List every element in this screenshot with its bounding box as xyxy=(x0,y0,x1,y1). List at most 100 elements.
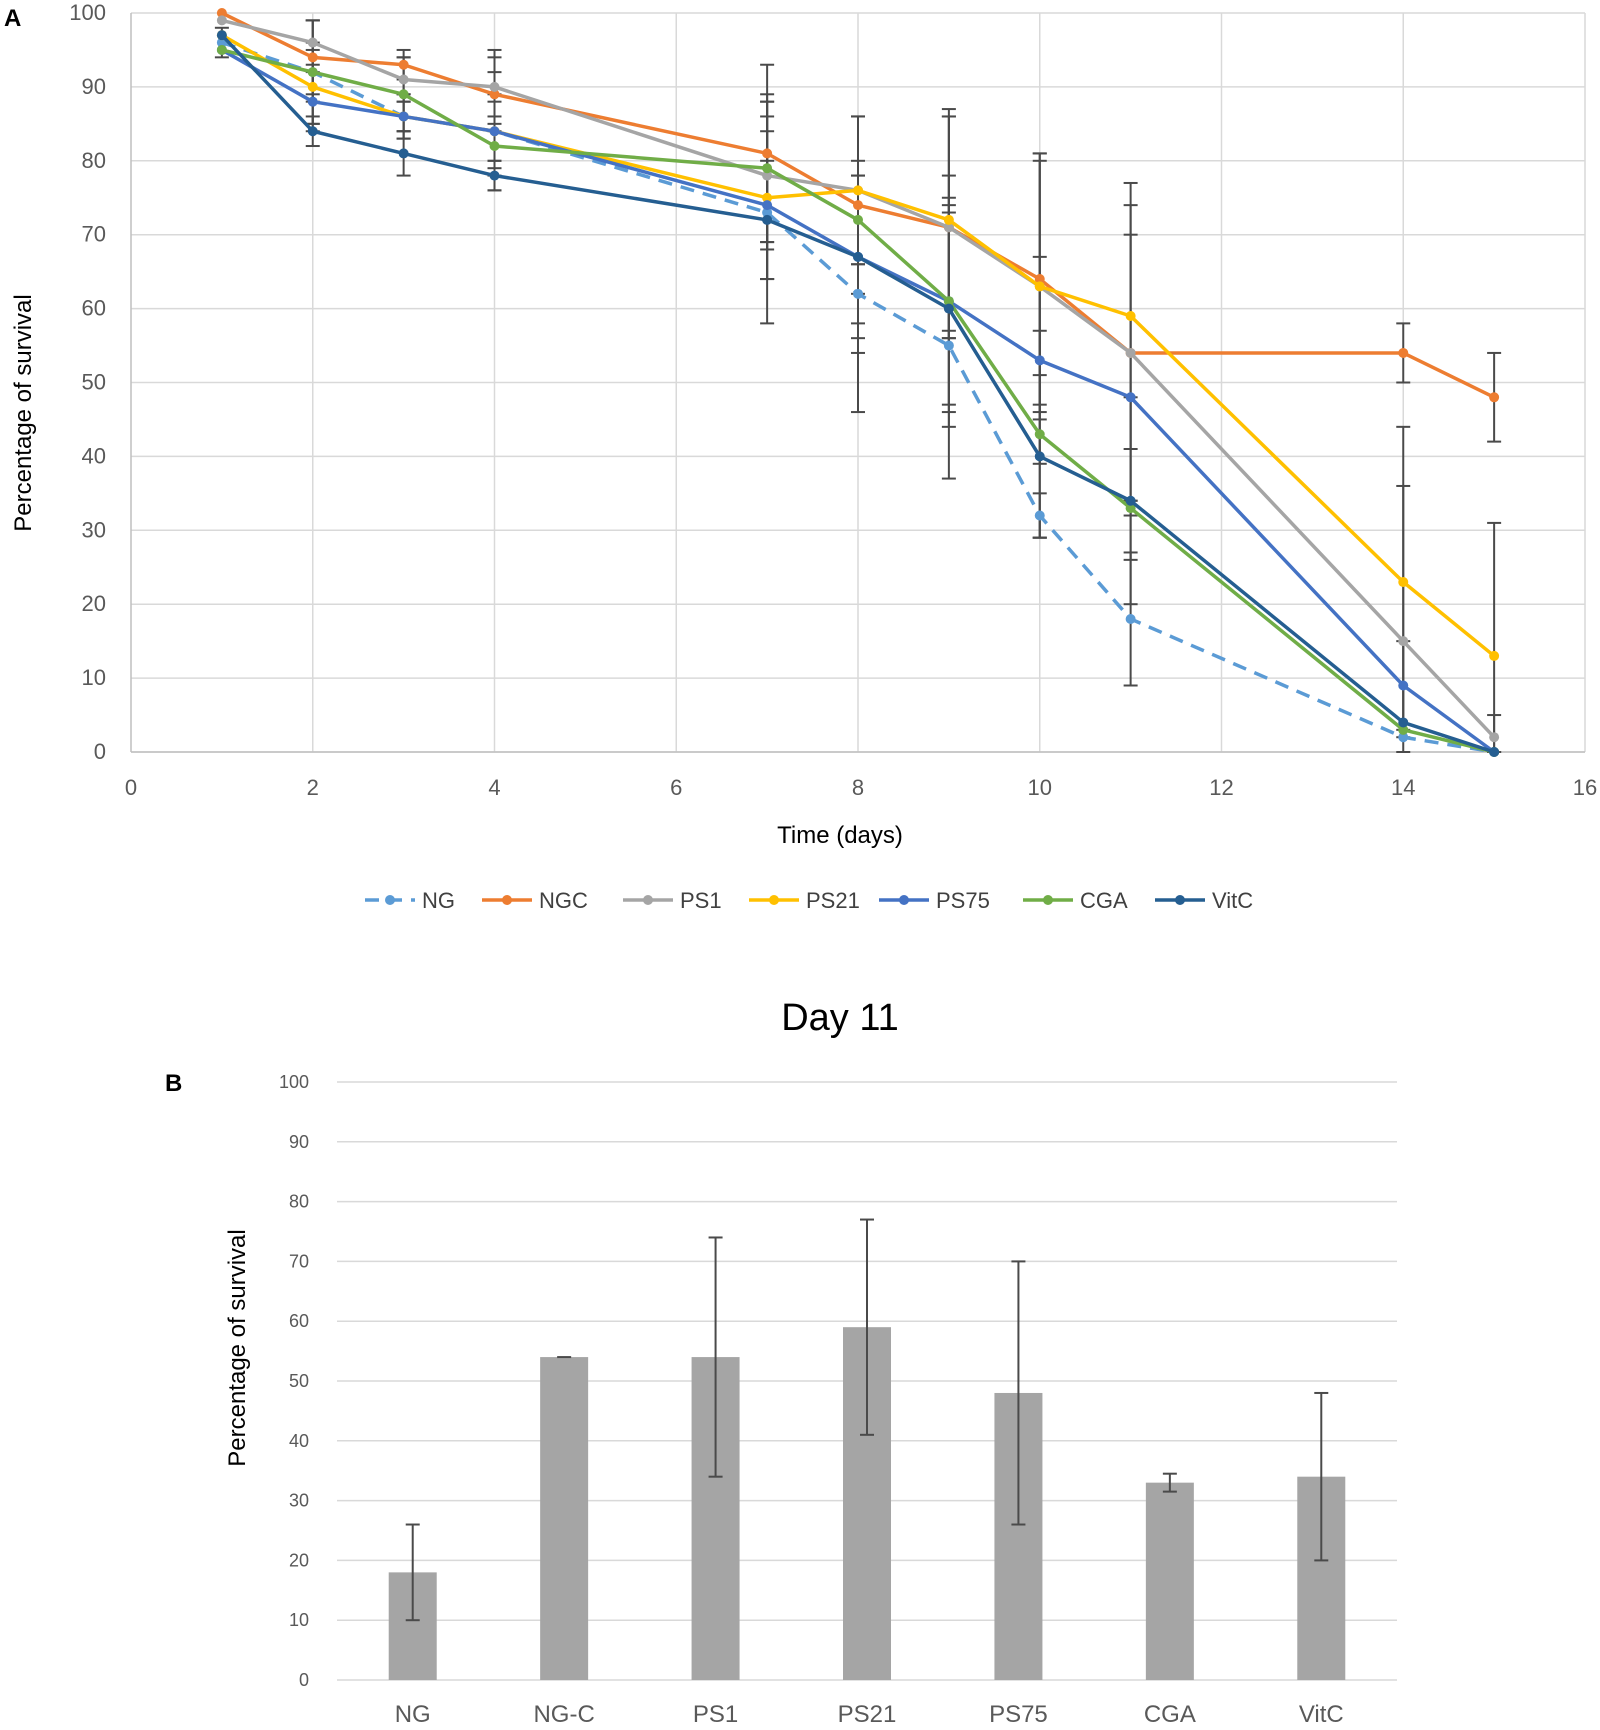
error-bar xyxy=(860,1218,874,1436)
y-tick-label: 40 xyxy=(82,443,106,468)
data-point xyxy=(943,303,954,314)
y-tick-label: 0 xyxy=(94,739,106,764)
error-bar xyxy=(1487,521,1502,753)
x-tick-label: 8 xyxy=(852,775,864,800)
data-point xyxy=(398,111,409,122)
x-tick-label: 6 xyxy=(670,775,682,800)
x-tick-label: PS21 xyxy=(838,1701,897,1728)
y-tick-label: 40 xyxy=(289,1431,309,1451)
y-tick-label: 20 xyxy=(82,591,106,616)
bar-chart-panel-b: B Day 11 0 10 20 30 40 50 60 70 80 90 100 NG NG-C PS… xyxy=(165,997,1397,1728)
x-tick-label: NG xyxy=(395,1701,431,1728)
data-point xyxy=(307,96,318,107)
line-chart-legend: NG NGC PS1 PS21 PS75 CGA VitC xyxy=(365,888,1253,913)
data-point xyxy=(762,170,773,181)
data-point xyxy=(1125,347,1136,358)
data-point xyxy=(1125,310,1136,321)
data-point xyxy=(489,89,500,100)
data-point xyxy=(398,59,409,70)
y-tick-label: 20 xyxy=(289,1550,309,1570)
y-tick-label: 60 xyxy=(289,1311,309,1331)
data-point xyxy=(1034,274,1045,285)
legend-item-ps21: PS21 xyxy=(749,888,860,913)
data-point xyxy=(1398,680,1409,691)
line-chart-panel-a: A 0 10 20 30 40 50 60 70 80 90 100 0 2 4 6 8 10 12 14 16 P… xyxy=(4,0,1597,913)
legend-label: VitC xyxy=(1212,888,1253,913)
x-tick-label: 4 xyxy=(488,775,500,800)
legend-marker xyxy=(502,895,512,905)
data-point xyxy=(216,15,227,26)
line-chart-y-axis-title: Percentage of survival xyxy=(10,294,37,531)
bar-chart-error-bars xyxy=(405,1218,1329,1622)
data-point xyxy=(1489,392,1500,403)
data-point xyxy=(307,67,318,78)
legend-item-ngc: NGC xyxy=(482,888,588,913)
data-point xyxy=(398,74,409,85)
data-point xyxy=(1034,429,1045,440)
data-point xyxy=(1398,636,1409,647)
data-point xyxy=(762,214,773,225)
data-point xyxy=(762,163,773,174)
data-point xyxy=(853,214,863,225)
error-bar xyxy=(1314,1391,1329,1562)
data-point xyxy=(398,148,409,159)
x-tick-label: 10 xyxy=(1028,775,1052,800)
data-point xyxy=(943,222,954,233)
y-tick-label: 80 xyxy=(289,1192,309,1212)
data-point xyxy=(1398,577,1409,588)
data-point xyxy=(853,200,863,211)
y-tick-label: 70 xyxy=(289,1251,309,1271)
data-point xyxy=(489,81,500,92)
data-point xyxy=(307,81,318,92)
y-tick-label: 30 xyxy=(82,517,106,542)
y-tick-label: 90 xyxy=(82,74,106,99)
legend-label: NG xyxy=(422,888,455,913)
y-tick-label: 70 xyxy=(82,222,106,247)
line-chart-y-ticks: 0 10 20 30 40 50 60 70 80 90 100 xyxy=(69,0,106,764)
data-point xyxy=(489,170,500,181)
line-chart-series xyxy=(216,8,1500,757)
y-tick-label: 30 xyxy=(289,1491,309,1511)
data-point xyxy=(489,141,500,152)
legend-label: CGA xyxy=(1080,888,1128,913)
x-tick-label: VitC xyxy=(1299,1701,1344,1728)
data-point xyxy=(489,126,500,137)
line-chart-axes xyxy=(130,13,1585,753)
data-point xyxy=(398,89,409,100)
data-point xyxy=(1489,747,1500,757)
data-point xyxy=(853,251,863,262)
data-point xyxy=(307,126,318,137)
data-point xyxy=(216,44,227,55)
series-vitc xyxy=(216,30,1500,757)
data-point xyxy=(943,296,954,307)
x-tick-label: 14 xyxy=(1391,775,1415,800)
legend-marker xyxy=(769,895,779,905)
legend-item-vitc: VitC xyxy=(1155,888,1253,913)
legend-item-ps1: PS1 xyxy=(623,888,722,913)
y-tick-label: 10 xyxy=(289,1610,309,1630)
data-point xyxy=(1489,732,1500,743)
y-tick-label: 50 xyxy=(82,370,106,395)
error-bar xyxy=(1162,1472,1177,1493)
error-bar xyxy=(405,1523,420,1622)
y-tick-label: 50 xyxy=(289,1371,309,1391)
bar-chart-y-axis-title: Percentage of survival xyxy=(224,1229,251,1466)
data-point xyxy=(1489,650,1500,661)
data-point xyxy=(1398,724,1409,735)
y-tick-label: 60 xyxy=(82,296,106,321)
y-tick-label: 100 xyxy=(279,1072,309,1092)
y-tick-label: 100 xyxy=(69,0,106,25)
bar-chart-title: Day 11 xyxy=(781,997,899,1039)
line-chart-x-axis-title: Time (days) xyxy=(777,822,903,849)
data-point xyxy=(762,192,773,203)
x-tick-label: PS1 xyxy=(693,1701,738,1728)
data-point xyxy=(1034,510,1045,521)
data-point xyxy=(1034,355,1045,366)
x-tick-label: 0 xyxy=(125,775,137,800)
data-point xyxy=(853,185,863,196)
data-point xyxy=(1034,451,1045,462)
data-point xyxy=(762,200,773,211)
bar-ng-c xyxy=(540,1357,589,1680)
legend-marker xyxy=(643,895,653,905)
